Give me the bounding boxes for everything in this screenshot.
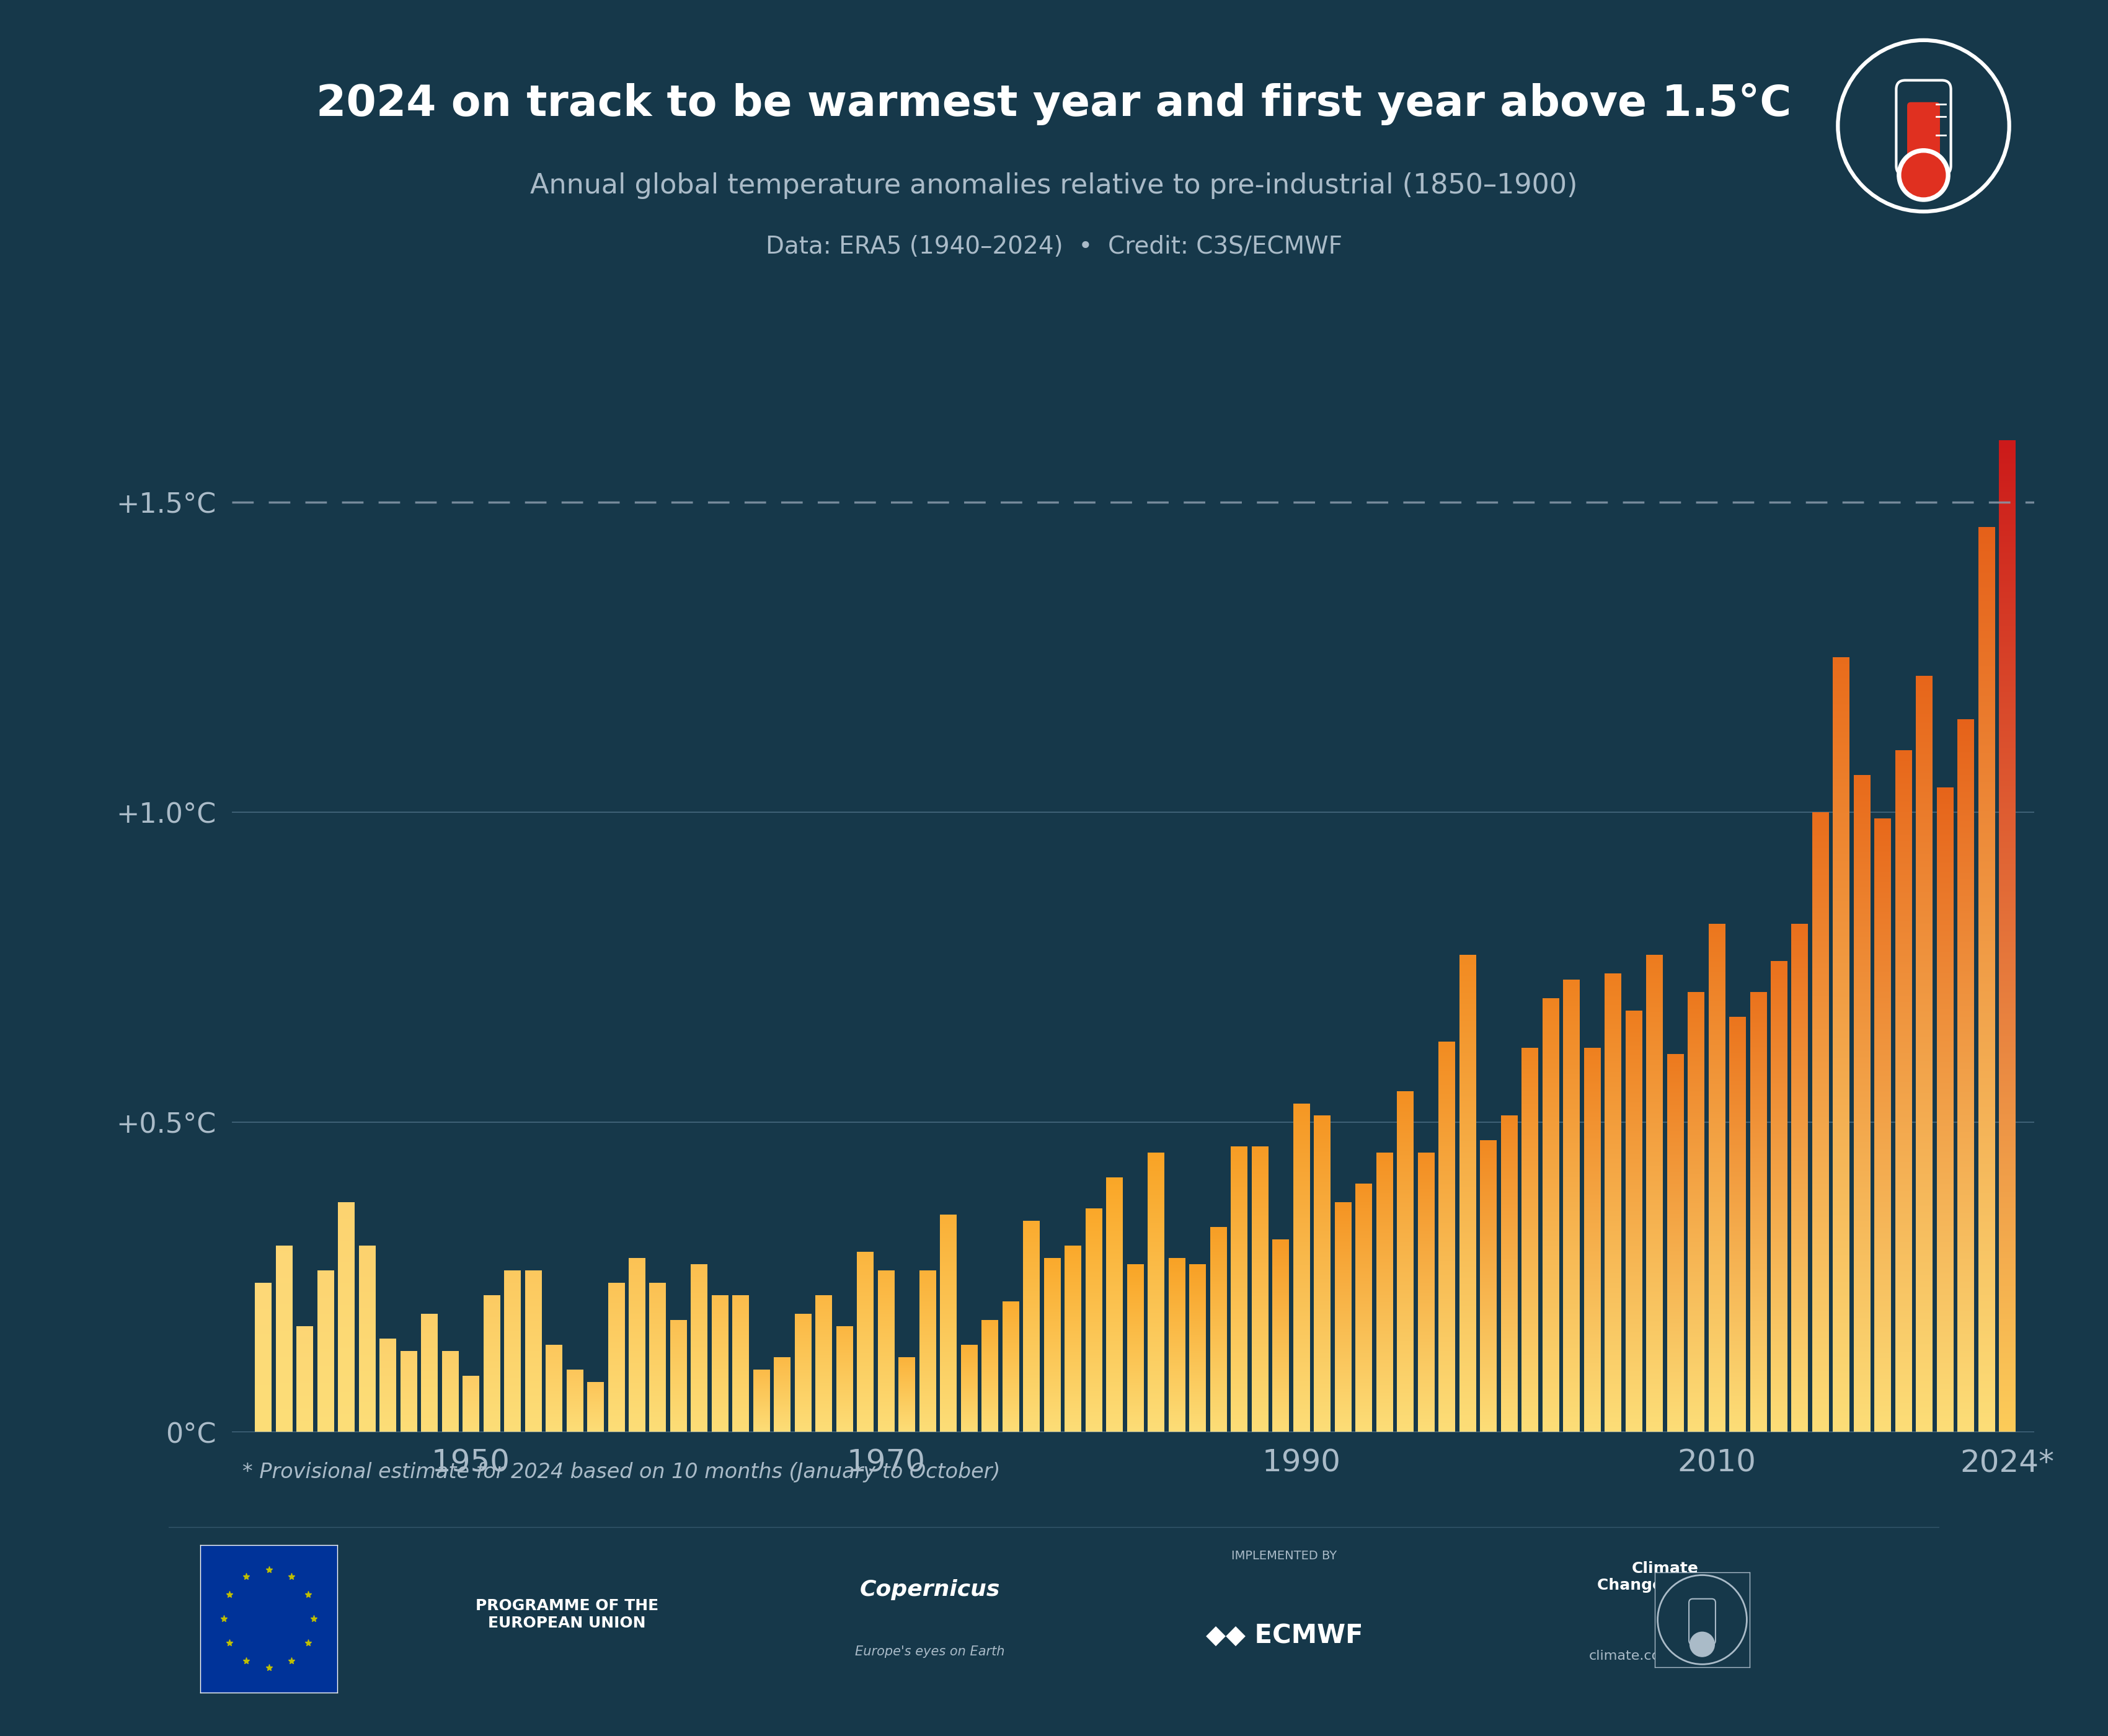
FancyBboxPatch shape	[1908, 102, 1939, 172]
Text: * Provisional estimate for 2024 based on 10 months (January to October): * Provisional estimate for 2024 based on…	[242, 1462, 1001, 1483]
Text: Europe's eyes on Earth: Europe's eyes on Earth	[856, 1646, 1006, 1658]
Text: Climate
Change Service: Climate Change Service	[1598, 1561, 1733, 1594]
Text: climate.copernicus.eu: climate.copernicus.eu	[1589, 1649, 1741, 1663]
Text: PROGRAMME OF THE
EUROPEAN UNION: PROGRAMME OF THE EUROPEAN UNION	[476, 1599, 658, 1630]
Circle shape	[1691, 1632, 1714, 1656]
Text: Data: ERA5 (1940–2024)  •  Credit: C3S/ECMWF: Data: ERA5 (1940–2024) • Credit: C3S/ECM…	[765, 234, 1343, 259]
Text: IMPLEMENTED BY: IMPLEMENTED BY	[1231, 1550, 1336, 1562]
Circle shape	[1897, 149, 1950, 201]
Text: ◆◆ ECMWF: ◆◆ ECMWF	[1206, 1621, 1362, 1649]
Text: Annual global temperature anomalies relative to pre-industrial (1850–1900): Annual global temperature anomalies rela…	[531, 172, 1577, 200]
Circle shape	[1901, 153, 1946, 196]
Text: 2024 on track to be warmest year and first year above 1.5°C: 2024 on track to be warmest year and fir…	[316, 83, 1792, 125]
Text: Copernicus: Copernicus	[860, 1580, 999, 1601]
